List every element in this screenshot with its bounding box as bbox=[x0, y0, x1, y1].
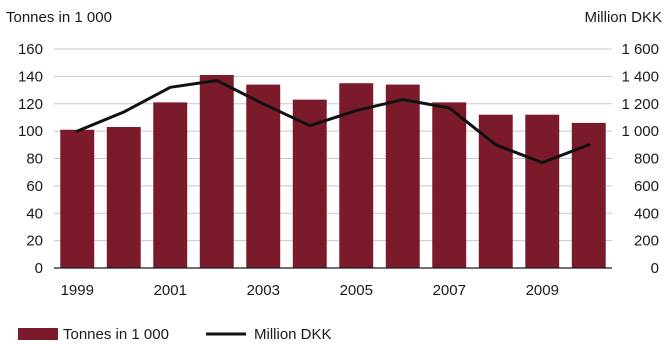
legend-bar-swatch bbox=[18, 328, 58, 340]
right-tick-label: 0 bbox=[651, 260, 659, 277]
right-tick-label: 1 600 bbox=[621, 41, 659, 58]
bar bbox=[292, 99, 327, 268]
left-tick-label: 120 bbox=[18, 96, 43, 113]
bar bbox=[60, 129, 95, 268]
gridlines bbox=[54, 48, 612, 242]
left-tick-label: 100 bbox=[18, 123, 43, 140]
legend-bar-label: Tonnes in 1 000 bbox=[63, 326, 169, 343]
right-tick-label: 600 bbox=[634, 178, 659, 195]
left-tick-label: 0 bbox=[35, 260, 43, 277]
right-axis-label: Million DKK bbox=[584, 9, 662, 26]
right-tick-label: 200 bbox=[634, 233, 659, 250]
bar bbox=[246, 84, 281, 269]
x-tick-label: 1999 bbox=[61, 282, 94, 299]
left-tick-label: 80 bbox=[26, 151, 43, 168]
left-tick-label: 20 bbox=[26, 233, 43, 250]
bar bbox=[432, 102, 467, 268]
left-tick-label: 60 bbox=[26, 178, 43, 195]
legend: Tonnes in 1 000 Million DKK bbox=[18, 326, 332, 343]
right-tick-label: 1 400 bbox=[621, 68, 659, 85]
left-axis-ticks: 0 20 40 60 80 100 120 140 160 bbox=[18, 41, 43, 277]
x-tick-label: 2005 bbox=[340, 282, 373, 299]
right-tick-label: 1 200 bbox=[621, 96, 659, 113]
x-tick-label: 2009 bbox=[526, 282, 559, 299]
bar bbox=[525, 114, 560, 268]
bar bbox=[199, 75, 234, 268]
series-line bbox=[75, 79, 591, 165]
bar bbox=[385, 84, 420, 269]
x-tick-label: 2007 bbox=[433, 282, 466, 299]
legend-line-label: Million DKK bbox=[254, 326, 332, 343]
x-tick-label: 2003 bbox=[247, 282, 280, 299]
left-axis-label: Tonnes in 1 000 bbox=[6, 9, 112, 26]
right-tick-label: 800 bbox=[634, 151, 659, 168]
bar-series bbox=[60, 75, 606, 269]
left-tick-label: 160 bbox=[18, 41, 43, 58]
bar bbox=[153, 102, 188, 268]
right-tick-label: 1 000 bbox=[621, 123, 659, 140]
right-axis-ticks: 0 200 400 600 800 1 000 1 200 1 400 1 600 bbox=[621, 41, 659, 277]
line-series bbox=[75, 79, 591, 165]
bar bbox=[571, 122, 606, 268]
bar bbox=[106, 127, 141, 268]
bar bbox=[478, 114, 513, 268]
right-tick-label: 400 bbox=[634, 205, 659, 222]
left-tick-label: 40 bbox=[26, 205, 43, 222]
x-axis-ticks: 1999 2001 2003 2005 2007 2009 bbox=[61, 282, 559, 299]
left-tick-label: 140 bbox=[18, 68, 43, 85]
x-tick-label: 2001 bbox=[154, 282, 187, 299]
